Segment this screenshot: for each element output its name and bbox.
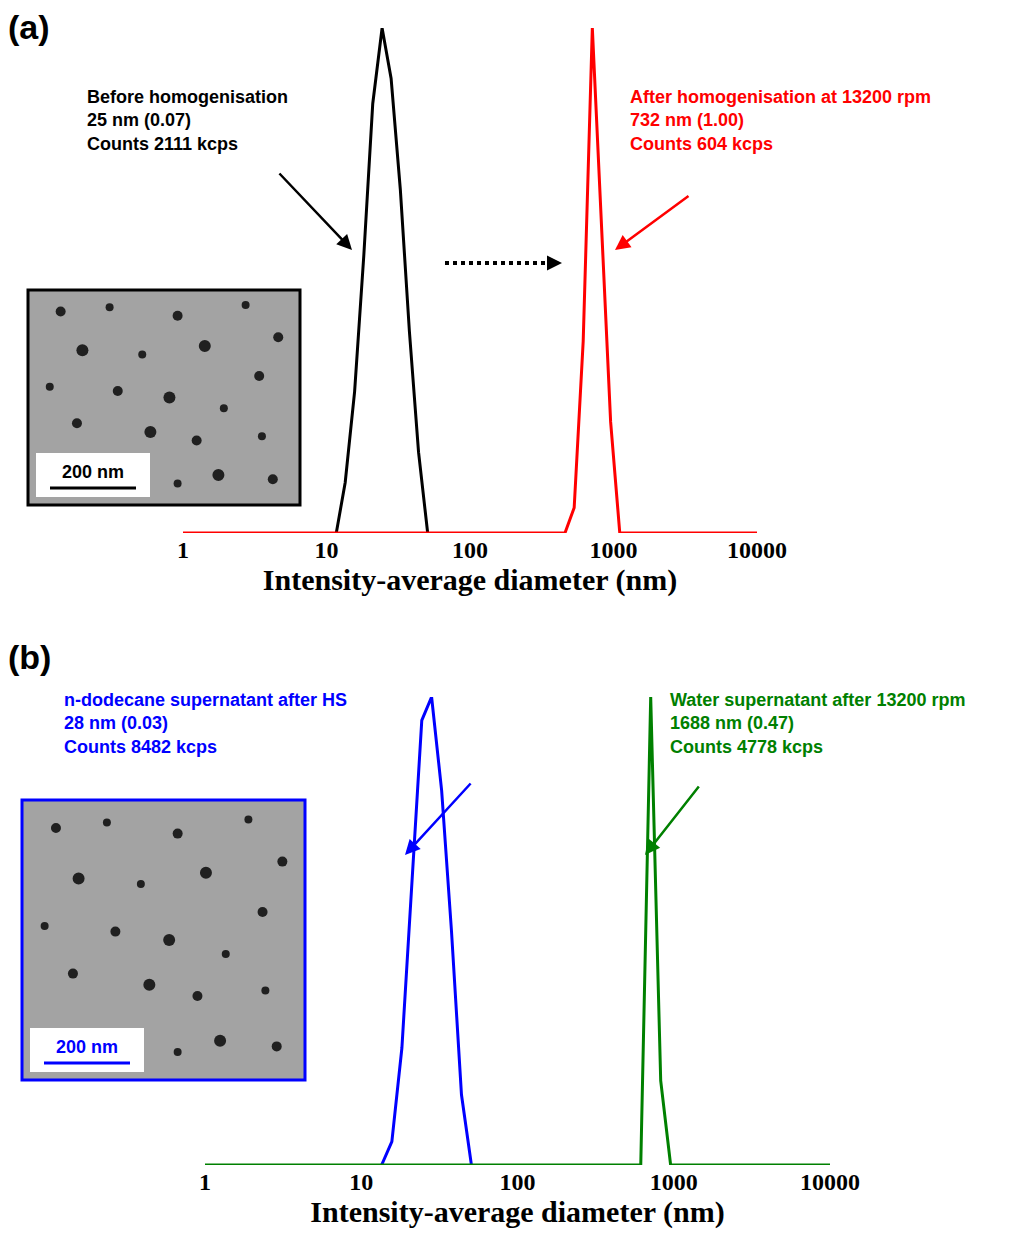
svg-text:10: 10 bbox=[315, 537, 339, 563]
svg-text:Water supernatant after 13200: Water supernatant after 13200 rpm1688 nm… bbox=[670, 690, 965, 757]
svg-text:Intensity-average diameter (nm: Intensity-average diameter (nm) bbox=[263, 563, 677, 597]
svg-text:(b): (b) bbox=[8, 638, 51, 676]
svg-text:Intensity-average diameter (nm: Intensity-average diameter (nm) bbox=[310, 1195, 724, 1229]
svg-text:200 nm: 200 nm bbox=[56, 1037, 118, 1057]
svg-text:After homogenisation at 13200: After homogenisation at 13200 rpm732 nm … bbox=[630, 87, 931, 154]
svg-text:200 nm: 200 nm bbox=[62, 462, 124, 482]
svg-text:1: 1 bbox=[199, 1169, 211, 1195]
svg-text:1: 1 bbox=[177, 537, 189, 563]
svg-text:n-dodecane supernatant after H: n-dodecane supernatant after HS28 nm (0.… bbox=[64, 690, 347, 757]
svg-text:(a): (a) bbox=[8, 8, 50, 46]
svg-text:10000: 10000 bbox=[800, 1169, 860, 1195]
svg-text:Before homogenisation25 nm (0.: Before homogenisation25 nm (0.07)Counts … bbox=[87, 87, 288, 154]
svg-text:10000: 10000 bbox=[727, 537, 787, 563]
svg-text:10: 10 bbox=[349, 1169, 373, 1195]
svg-text:100: 100 bbox=[452, 537, 488, 563]
svg-text:1000: 1000 bbox=[650, 1169, 698, 1195]
svg-text:100: 100 bbox=[500, 1169, 536, 1195]
svg-text:1000: 1000 bbox=[590, 537, 638, 563]
